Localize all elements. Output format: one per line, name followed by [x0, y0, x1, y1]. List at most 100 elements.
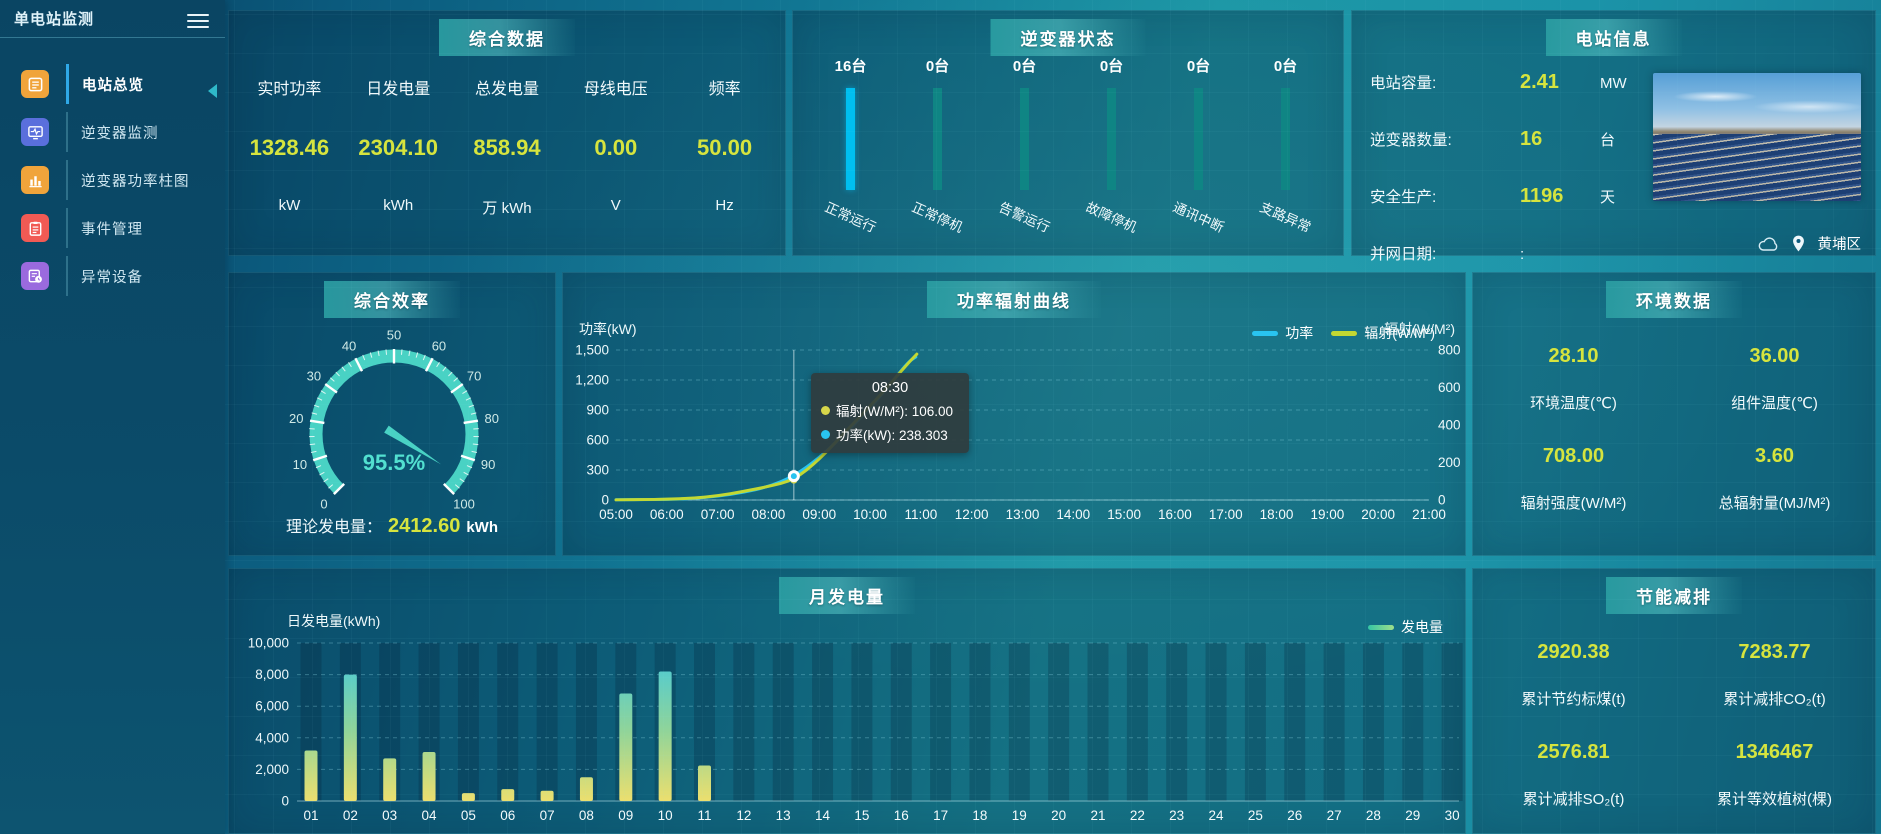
metric-频率: 频率 50.00 Hz: [697, 81, 753, 214]
sidebar-collapse-arrow[interactable]: [208, 84, 217, 98]
stat-累计减排SO₂(t): 2576.81 累计减排SO₂(t): [1522, 741, 1625, 808]
svg-text:60: 60: [432, 338, 446, 353]
svg-text:0: 0: [1438, 493, 1446, 508]
stat-累计减排CO₂(t): 7283.77 累计减排CO₂(t): [1723, 641, 1826, 708]
station-info-rows: 电站容量: 2.41 MW 逆变器数量: 16 台安全生产: 1196 天并网日期::: [1370, 71, 1670, 299]
svg-text:0: 0: [281, 794, 289, 809]
chart-tooltip: 08:30 辐射(W/M²): 106.00 功率(kW): 238.303: [811, 373, 969, 453]
svg-text:26: 26: [1287, 808, 1302, 823]
sidebar-item-label: 事件管理: [81, 221, 143, 238]
svg-text:30: 30: [1445, 808, 1460, 823]
status-bar: [933, 88, 942, 190]
sidebar-item-label: 逆变器功率柱图: [81, 173, 190, 190]
station-row-电站容量:: 电站容量: 2.41 MW: [1370, 71, 1627, 93]
svg-text:200: 200: [1438, 455, 1461, 470]
panel-title-environment: 环境数据: [1606, 281, 1742, 318]
curve-legend: 功率 辐射(W/M²): [1252, 323, 1435, 343]
svg-text:19:00: 19:00: [1310, 507, 1344, 522]
svg-text:10: 10: [658, 808, 673, 823]
stat-辐射强度(W/M²): 708.00 辐射强度(W/M²): [1520, 445, 1627, 512]
svg-text:09: 09: [618, 808, 633, 823]
theory-unit: kWh: [466, 519, 498, 536]
sidebar-item-逆变器功率柱图[interactable]: 逆变器功率柱图: [0, 156, 225, 204]
event-clipboard-icon: [21, 214, 49, 242]
inverter-status-通讯中断: 0台 通讯中断: [1170, 58, 1226, 236]
monthly-axis-title: 日发电量(kWh): [287, 613, 381, 629]
panel-title-station-info: 电站信息: [1545, 19, 1682, 56]
svg-text:6,000: 6,000: [255, 699, 289, 714]
hamburger-menu-icon[interactable]: [187, 10, 209, 32]
metric-母线电压: 母线电压 0.00 V: [583, 81, 648, 214]
status-bar: [1020, 88, 1029, 190]
left-axis-title: 功率(kW): [579, 321, 637, 337]
app-title: 单电站监测: [14, 11, 95, 28]
tooltip-power-row: 功率(kW): 238.303: [821, 424, 959, 444]
svg-text:1,200: 1,200: [575, 373, 609, 388]
stat-累计节约标煤(t): 2920.38 累计节约标煤(t): [1521, 641, 1626, 708]
sidebar-item-异常设备[interactable]: 异常设备: [0, 252, 225, 300]
radiation-legend-swatch: [1331, 330, 1358, 336]
panel-title-energy-saving: 节能减排: [1606, 577, 1742, 614]
svg-text:16: 16: [894, 808, 909, 823]
station-photo: [1653, 73, 1861, 201]
legend-item-power[interactable]: 功率: [1252, 323, 1313, 343]
menu-divider: [66, 256, 68, 296]
inverter-status-正常运行: 16台 正常运行: [822, 58, 878, 236]
svg-text:95.5%: 95.5%: [363, 450, 425, 475]
metric-日发电量: 日发电量 2304.10 kWh: [358, 81, 438, 214]
svg-text:08: 08: [579, 808, 594, 823]
inverter-status-正常停机: 0台 正常停机: [909, 58, 965, 236]
svg-text:8,000: 8,000: [255, 667, 289, 682]
svg-text:15: 15: [854, 808, 869, 823]
svg-text:07: 07: [540, 808, 555, 823]
panel-power-radiation-curve: 功率辐射曲线 功率(kW) 辐射(W/M²) 功率 辐射(W/M²) 1,500…: [562, 272, 1466, 556]
status-bar: [846, 88, 855, 190]
svg-text:14:00: 14:00: [1056, 507, 1090, 522]
svg-text:10: 10: [293, 457, 307, 472]
svg-text:24: 24: [1209, 808, 1225, 823]
svg-text:22: 22: [1130, 808, 1145, 823]
inverter-status-bars[interactable]: 16台 正常运行 0台 正常停机 0台 告警运行 0台 故障停机 0台 通讯中断 0台 支路异常: [793, 11, 1343, 236]
theory-generation: 理论发电量： 2412.60 kWh: [229, 513, 555, 538]
panel-environment: 环境数据 28.10 环境温度(℃) 36.00 组件温度(℃) 708.00 辐射强度(…: [1472, 272, 1876, 556]
svg-text:18:00: 18:00: [1260, 507, 1294, 522]
legend-item-radiation[interactable]: 辐射(W/M²): [1331, 323, 1435, 343]
sidebar-item-电站总览[interactable]: 电站总览: [0, 60, 225, 108]
weather-cloud-icon: [1758, 236, 1777, 251]
svg-text:03: 03: [382, 808, 397, 823]
efficiency-gauge[interactable]: 0 10 20 30 40 50 60 70 80 90 100 95.5%: [229, 273, 557, 557]
metric-总发电量: 总发电量 858.94 万 kWh: [473, 81, 541, 217]
sidebar: 单电站监测 电站总览 逆变器监测逆变器功率柱图 事件管理异常设备: [0, 0, 225, 834]
svg-text:13:00: 13:00: [1006, 507, 1040, 522]
panel-station-info: 电站信息 电站容量: 2.41 MW 逆变器数量: 16 台安全生产: 1196 天并网日期:…: [1351, 10, 1876, 263]
status-bar: [1281, 88, 1290, 190]
svg-text:21:00: 21:00: [1412, 507, 1446, 522]
svg-text:06:00: 06:00: [650, 507, 684, 522]
svg-text:29: 29: [1405, 808, 1420, 823]
svg-text:13: 13: [776, 808, 791, 823]
svg-text:25: 25: [1248, 808, 1263, 823]
panel-title-power-curve: 功率辐射曲线: [927, 281, 1101, 318]
panel-title-monthly: 月发电量: [779, 577, 915, 614]
abnormal-device-icon: [21, 262, 49, 290]
svg-text:20: 20: [1051, 808, 1066, 823]
sidebar-item-逆变器监测[interactable]: 逆变器监测: [0, 108, 225, 156]
svg-text:20:00: 20:00: [1361, 507, 1395, 522]
svg-text:28: 28: [1366, 808, 1381, 823]
monthly-bar-chart[interactable]: 10,000 8,000 6,000 4,000 2,000 0 01 02 03 04 05 06 0…: [229, 569, 1467, 834]
inverter-status-支路异常: 0台 支路异常: [1257, 58, 1313, 236]
menu-divider: [66, 112, 68, 152]
monthly-legend: 发电量: [1368, 617, 1443, 637]
svg-text:400: 400: [1438, 418, 1461, 433]
svg-text:300: 300: [586, 463, 609, 478]
station-row-逆变器数量:: 逆变器数量: 16 台: [1370, 128, 1616, 150]
svg-text:17:00: 17:00: [1209, 507, 1243, 522]
svg-text:100: 100: [453, 497, 475, 512]
svg-text:17: 17: [933, 808, 948, 823]
legend-item-generation[interactable]: 发电量: [1368, 617, 1443, 637]
sidebar-item-事件管理[interactable]: 事件管理: [0, 204, 225, 252]
svg-text:900: 900: [586, 403, 609, 418]
svg-text:19: 19: [1012, 808, 1027, 823]
